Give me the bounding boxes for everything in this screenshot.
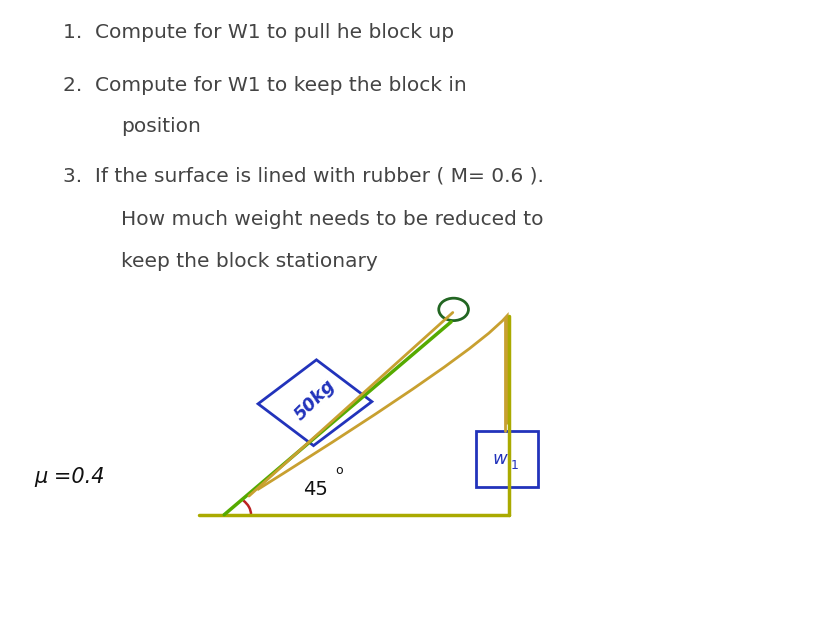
Text: w: w	[491, 450, 506, 468]
Text: 3.  If the surface is lined with rubber ( M= 0.6 ).: 3. If the surface is lined with rubber (…	[63, 166, 543, 185]
Bar	[476, 431, 537, 487]
Text: How much weight needs to be reduced to: How much weight needs to be reduced to	[121, 210, 543, 229]
Text: 45: 45	[302, 481, 327, 499]
Text: o: o	[335, 464, 343, 478]
Text: keep the block stationary: keep the block stationary	[121, 251, 377, 271]
Polygon shape	[258, 360, 371, 446]
Text: 50kg: 50kg	[290, 376, 338, 424]
Text: μ =0.4: μ =0.4	[35, 468, 105, 488]
Text: 1.  Compute for W1 to pull he block up: 1. Compute for W1 to pull he block up	[63, 23, 454, 42]
Text: 1: 1	[509, 459, 518, 472]
Text: 2.  Compute for W1 to keep the block in: 2. Compute for W1 to keep the block in	[63, 76, 466, 95]
Text: position: position	[121, 116, 201, 136]
